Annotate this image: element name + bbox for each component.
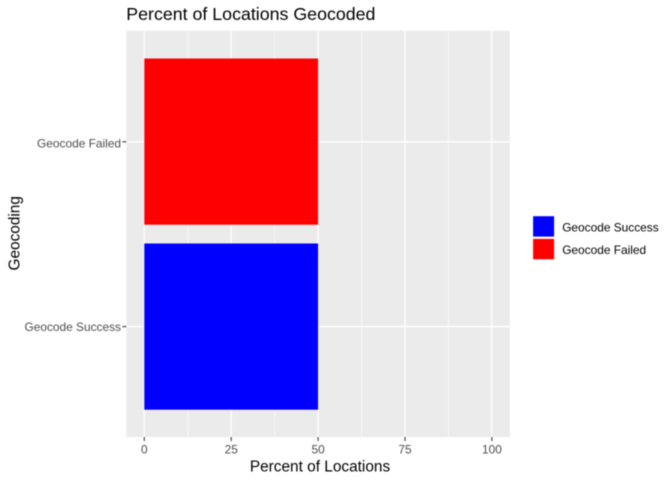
svg-text:Geocode Success: Geocode Success	[24, 320, 121, 334]
svg-text:Geocode Success: Geocode Success	[562, 221, 659, 235]
svg-text:Percent of Locations: Percent of Locations	[250, 459, 391, 476]
svg-text:75: 75	[398, 443, 412, 457]
svg-text:50: 50	[311, 443, 325, 457]
svg-text:Percent of Locations Geocoded: Percent of Locations Geocoded	[126, 4, 375, 24]
svg-text:25: 25	[225, 443, 239, 457]
svg-text:Geocode Failed: Geocode Failed	[37, 136, 121, 150]
svg-text:Geocoding: Geocoding	[6, 196, 23, 270]
svg-text:Geocode Failed: Geocode Failed	[562, 243, 646, 257]
svg-text:100: 100	[482, 443, 502, 457]
svg-text:0: 0	[141, 443, 148, 457]
